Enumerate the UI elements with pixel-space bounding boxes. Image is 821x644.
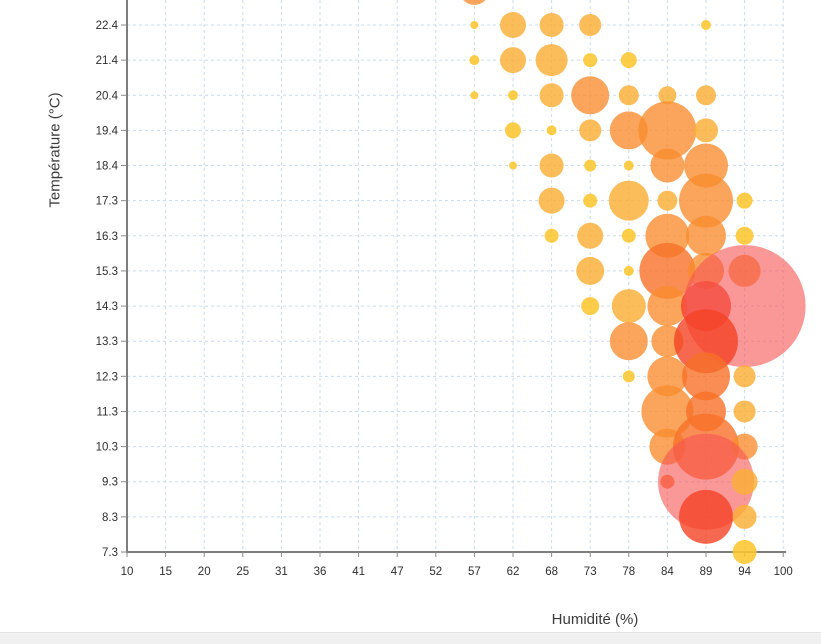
bubble bbox=[733, 365, 756, 388]
bubble bbox=[505, 122, 521, 139]
bubble bbox=[584, 159, 597, 172]
bubble bbox=[736, 192, 753, 209]
x-tick-label: 73 bbox=[584, 566, 597, 578]
bubble bbox=[535, 44, 568, 77]
x-tick-label: 20 bbox=[198, 566, 211, 578]
bubble bbox=[571, 76, 610, 115]
bubble bbox=[647, 356, 688, 397]
x-tick-label: 10 bbox=[121, 566, 134, 578]
y-tick-label: 22.4 bbox=[96, 20, 119, 32]
bubble bbox=[638, 101, 697, 160]
bubble bbox=[500, 12, 526, 38]
bubble bbox=[538, 187, 565, 214]
y-tick-label: 17.3 bbox=[96, 196, 118, 208]
bubble bbox=[682, 352, 730, 401]
bubble bbox=[539, 13, 564, 37]
bubble bbox=[657, 190, 678, 211]
y-tick-label: 11.3 bbox=[96, 406, 118, 418]
x-tick-label: 94 bbox=[738, 566, 751, 578]
bubble bbox=[733, 400, 756, 423]
x-tick-label: 62 bbox=[507, 566, 520, 578]
x-tick-label: 100 bbox=[774, 566, 793, 578]
bubble bbox=[579, 14, 602, 36]
bubble bbox=[583, 193, 598, 208]
bubble bbox=[731, 468, 758, 495]
y-tick-label: 16.3 bbox=[96, 231, 118, 243]
bubble bbox=[579, 119, 602, 142]
bubble bbox=[647, 286, 688, 327]
bubble bbox=[679, 489, 733, 544]
bubble bbox=[470, 21, 479, 29]
bubble bbox=[576, 256, 605, 285]
bubble bbox=[620, 52, 637, 69]
x-tick-label: 31 bbox=[275, 566, 288, 578]
bubble bbox=[509, 161, 517, 170]
x-tick-label: 25 bbox=[236, 566, 249, 578]
x-tick-label: 84 bbox=[661, 566, 674, 578]
bubble bbox=[623, 265, 634, 276]
bubble bbox=[583, 53, 598, 68]
x-tick-label: 68 bbox=[545, 566, 558, 578]
y-tick-label: 10.3 bbox=[96, 442, 118, 454]
bubble bbox=[544, 228, 559, 243]
bubble bbox=[508, 90, 518, 101]
bubble bbox=[694, 118, 718, 143]
bubble bbox=[500, 47, 526, 74]
bubble bbox=[641, 385, 694, 438]
y-tick-label: 20.4 bbox=[96, 90, 119, 102]
y-tick-label: 13.3 bbox=[96, 336, 118, 348]
bubble bbox=[679, 173, 733, 228]
bubble bbox=[623, 160, 634, 171]
y-tick-label: 9.3 bbox=[102, 477, 118, 489]
bubble bbox=[539, 83, 564, 108]
x-tick-label: 52 bbox=[429, 566, 442, 578]
bubble bbox=[469, 55, 480, 66]
bubble bbox=[658, 86, 677, 105]
bubble bbox=[735, 226, 754, 245]
bubble bbox=[608, 180, 649, 221]
x-axis-title: Humidité (%) bbox=[551, 611, 639, 628]
y-axis-title: Température (°C) bbox=[46, 92, 64, 208]
y-tick-label: 8.3 bbox=[102, 512, 118, 524]
bubble bbox=[546, 125, 557, 136]
bubble bbox=[621, 228, 636, 243]
bubble bbox=[539, 153, 564, 178]
bubble bbox=[650, 148, 685, 183]
bubble bbox=[674, 309, 738, 374]
bottom-panel-edge bbox=[0, 632, 821, 644]
y-tick-label: 14.3 bbox=[96, 301, 118, 313]
bubble bbox=[639, 242, 696, 299]
bubble bbox=[701, 20, 711, 30]
bubble bbox=[732, 539, 757, 564]
y-tick-label: 15.3 bbox=[96, 266, 118, 278]
x-tick-label: 89 bbox=[700, 566, 713, 578]
x-tick-label: 78 bbox=[622, 566, 635, 578]
bubble bbox=[470, 91, 479, 100]
y-tick-label: 12.3 bbox=[96, 371, 118, 383]
bubble bbox=[609, 322, 648, 361]
bubble bbox=[732, 504, 757, 529]
bubble bbox=[622, 370, 635, 383]
bubble bbox=[611, 289, 646, 324]
x-tick-label: 47 bbox=[391, 566, 404, 578]
bubble bbox=[618, 85, 639, 106]
y-tick-label: 7.3 bbox=[102, 547, 118, 559]
bubble bbox=[686, 215, 726, 256]
x-tick-label: 57 bbox=[468, 566, 481, 578]
bubble bbox=[581, 297, 600, 316]
x-tick-label: 36 bbox=[314, 566, 327, 578]
x-tick-label: 41 bbox=[352, 566, 365, 578]
x-tick-label: 15 bbox=[159, 566, 172, 578]
y-tick-label: 19.4 bbox=[96, 125, 119, 137]
y-tick-label: 18.4 bbox=[96, 161, 119, 173]
bubble bbox=[463, 0, 486, 5]
bubble bbox=[577, 222, 604, 249]
bubble bbox=[609, 111, 648, 150]
y-tick-label: 21.4 bbox=[96, 55, 119, 67]
bubble bbox=[696, 85, 716, 106]
